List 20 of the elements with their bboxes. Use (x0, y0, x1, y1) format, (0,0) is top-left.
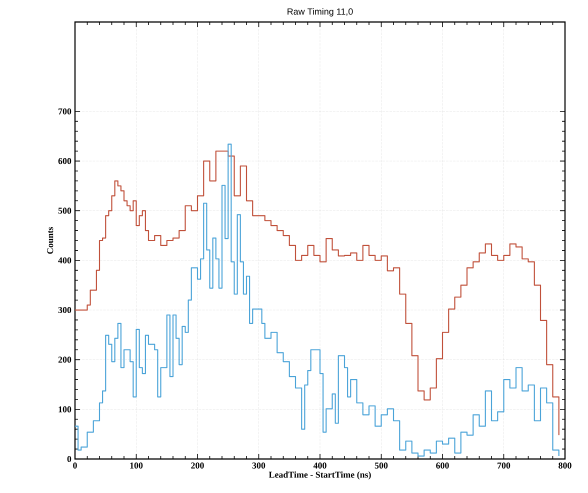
y-tick-label: 600 (58, 158, 72, 164)
x-tick-label: 500 (374, 462, 388, 469)
x-tick-label: 600 (436, 462, 449, 469)
x-tick-label: 400 (313, 462, 326, 469)
y-tick-label: 300 (58, 306, 72, 314)
x-tick-label: 800 (558, 462, 572, 469)
x-tick-label: 100 (130, 462, 143, 469)
x-tick-label: 300 (252, 462, 266, 469)
chart-title: Raw Timing 11,0 (288, 8, 353, 16)
x-tick-label: 0 (73, 462, 77, 469)
y-tick-label: 200 (58, 356, 72, 363)
x-tick-label: 700 (498, 462, 510, 469)
x-axis-title: LeadTime - StartTime (ns) (268, 471, 371, 480)
y-tick-label: 0 (67, 456, 72, 462)
x-tick-label: 200 (191, 462, 204, 469)
y-tick-label: 100 (58, 406, 72, 412)
y-axis-title: Counts (47, 227, 54, 254)
y-tick-label: 400 (58, 257, 72, 264)
y-tick-label: 700 (58, 108, 72, 114)
y-tick-label: 500 (58, 208, 72, 214)
